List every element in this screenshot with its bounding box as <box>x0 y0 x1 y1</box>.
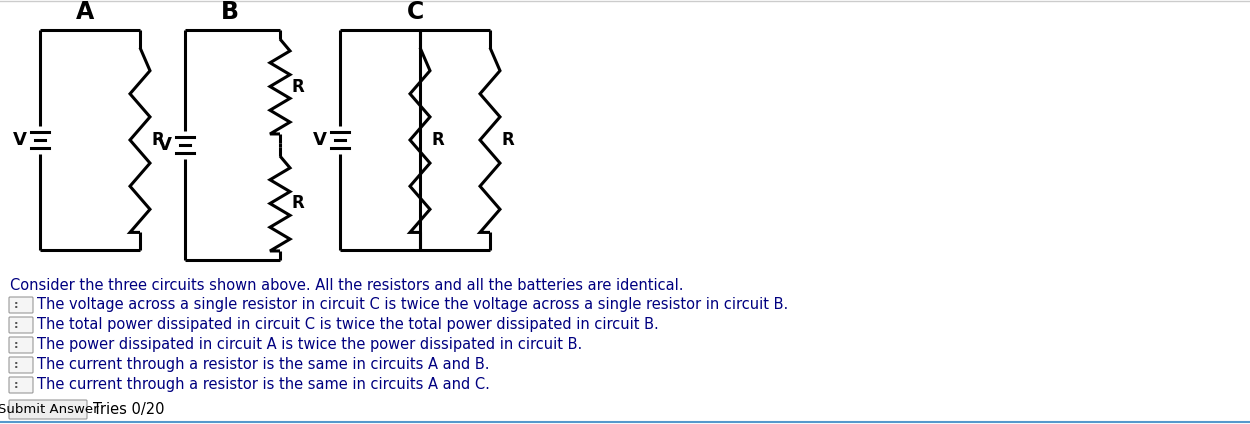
FancyBboxPatch shape <box>9 357 32 373</box>
Text: R: R <box>151 131 165 149</box>
Text: :: : <box>14 320 19 330</box>
Text: The current through a resistor is the same in circuits A and C.: The current through a resistor is the sa… <box>38 377 490 393</box>
Text: R: R <box>291 195 305 212</box>
Text: C: C <box>406 0 424 24</box>
FancyBboxPatch shape <box>9 317 32 333</box>
Text: B: B <box>221 0 239 24</box>
Text: Submit Answer: Submit Answer <box>0 403 99 416</box>
Text: :: : <box>14 300 19 310</box>
Text: V: V <box>12 131 28 149</box>
Text: V: V <box>158 136 172 154</box>
Text: The voltage across a single resistor in circuit C is twice the voltage across a : The voltage across a single resistor in … <box>38 298 789 312</box>
Text: A: A <box>76 0 94 24</box>
FancyBboxPatch shape <box>9 337 32 353</box>
Text: :: : <box>14 360 19 370</box>
Text: V: V <box>312 131 328 149</box>
FancyBboxPatch shape <box>9 297 32 313</box>
Text: R: R <box>431 131 445 149</box>
FancyBboxPatch shape <box>9 400 88 419</box>
Text: :: : <box>14 380 19 390</box>
Text: :: : <box>14 340 19 350</box>
Text: The total power dissipated in circuit C is twice the total power dissipated in c: The total power dissipated in circuit C … <box>38 318 659 332</box>
FancyBboxPatch shape <box>9 377 32 393</box>
Text: R: R <box>291 78 305 95</box>
Text: R: R <box>501 131 515 149</box>
Text: The current through a resistor is the same in circuits A and B.: The current through a resistor is the sa… <box>38 357 490 373</box>
Text: Tries 0/20: Tries 0/20 <box>92 402 165 417</box>
Text: Consider the three circuits shown above. All the resistors and all the batteries: Consider the three circuits shown above.… <box>10 278 684 293</box>
Text: The power dissipated in circuit A is twice the power dissipated in circuit B.: The power dissipated in circuit A is twi… <box>38 338 583 352</box>
